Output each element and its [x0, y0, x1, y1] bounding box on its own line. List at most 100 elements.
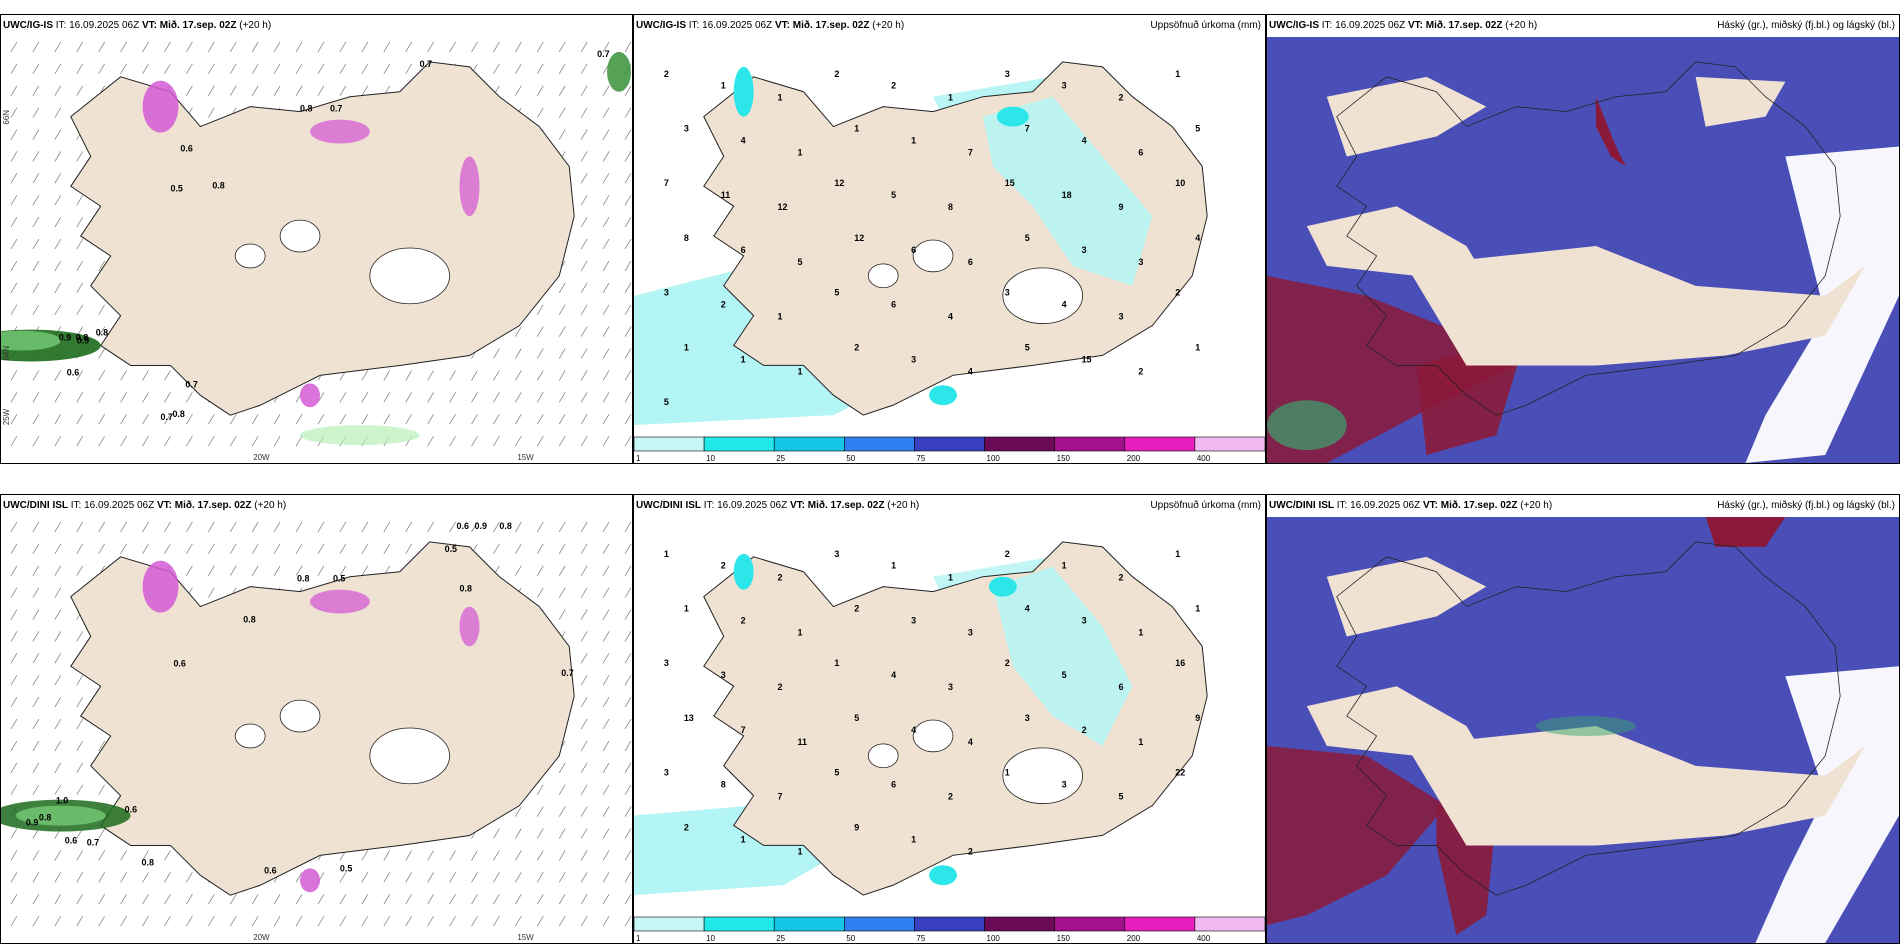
wind-barb	[515, 63, 522, 75]
wind-barb	[493, 872, 500, 883]
wind-barb	[10, 151, 18, 162]
wind-barb	[76, 675, 84, 686]
precip-value: 1	[1175, 69, 1180, 79]
wind-barb	[537, 414, 544, 425]
wind-barb	[558, 587, 566, 598]
wind-barb	[624, 326, 632, 337]
wind-barb	[624, 740, 632, 752]
value-label: 0.8	[39, 813, 51, 823]
wind-barb	[32, 195, 40, 206]
wind-barb	[493, 348, 500, 359]
precip-value: 9	[854, 822, 859, 832]
precip-value: 3	[684, 124, 689, 134]
wind-barb	[580, 521, 588, 533]
wind-barb	[295, 85, 303, 96]
wind-barb	[515, 85, 522, 96]
precip-value: 2	[854, 604, 859, 614]
precip-value: 3	[1062, 780, 1067, 790]
wind-barb	[54, 521, 62, 533]
wind-barb	[76, 784, 84, 795]
wind-barb	[10, 828, 18, 839]
wind-barb	[229, 915, 237, 927]
wind-barb	[98, 260, 105, 272]
wind-barb	[493, 828, 500, 839]
wind-barb	[580, 894, 588, 905]
wind-barb	[142, 915, 149, 927]
wind-barb	[537, 107, 544, 118]
precip-value: 3	[721, 670, 726, 680]
wind-barb	[120, 41, 127, 53]
wind-barb	[580, 238, 588, 250]
wind-barb	[471, 894, 478, 905]
wind-barb	[602, 216, 610, 228]
precip-value: 8	[721, 780, 726, 790]
wind-barb	[537, 304, 544, 315]
colorbar-segment	[1124, 916, 1196, 932]
wind-barb	[602, 521, 610, 533]
wind-barb	[537, 915, 544, 927]
wind-barb	[580, 63, 588, 75]
wind-barb	[142, 850, 149, 861]
wind-barb	[405, 414, 412, 425]
wind-barb	[515, 894, 522, 905]
wind-barb	[624, 675, 632, 686]
wind-barb	[251, 543, 259, 555]
precip-value: 6	[891, 300, 896, 310]
wind-barb	[273, 521, 281, 533]
wind-barb	[54, 872, 62, 883]
colorbar-segment	[1194, 436, 1265, 452]
wind-barb	[295, 435, 303, 447]
wind-barb	[624, 521, 632, 533]
wind-barb	[624, 392, 632, 403]
wind-barb	[558, 41, 566, 53]
wind-barb	[251, 435, 259, 447]
wind-barb	[76, 521, 84, 533]
wind-barb	[164, 872, 171, 883]
precip-value: 11	[797, 737, 806, 747]
precip-value: 1	[741, 834, 746, 844]
wind-barb	[208, 41, 215, 53]
wind-barb	[558, 850, 566, 861]
wind-barb	[10, 872, 18, 883]
wind-barb	[580, 631, 588, 642]
wind-barb	[54, 304, 62, 315]
wind-barb	[54, 653, 62, 664]
precip-value: 2	[891, 81, 896, 91]
value-label: 0.8	[300, 104, 312, 114]
wind-barb	[515, 392, 522, 403]
wind-barb	[76, 414, 84, 425]
wind-barb	[54, 718, 62, 730]
precip-value: 4	[741, 135, 746, 145]
precip-map: 2 1 1 2 2 1 3 3 2 1 3 4 1 1 1 7 7 4 6 5 7 11 12 12 5 8 15 18 9 10 8 6 5 1…	[634, 37, 1265, 435]
precip-value: 2	[778, 573, 783, 583]
colorbar-tick: 150	[1057, 454, 1071, 463]
precip-value: 6	[741, 245, 746, 255]
precip-value: 1	[1138, 627, 1143, 637]
wind-barb	[32, 63, 40, 75]
wind-barb	[164, 63, 171, 75]
value-label: 0.9	[77, 336, 89, 346]
wind-barb	[98, 521, 105, 533]
colorbar: 1 10 25 50 75 100 150 200 400	[634, 435, 1265, 463]
colorbar-tick: 75	[916, 454, 925, 463]
colorbar-tick: 75	[916, 934, 925, 943]
wind-barb	[515, 521, 522, 533]
wind-barb	[624, 609, 632, 620]
colorbar-segment	[703, 916, 775, 932]
wind-barb	[32, 653, 40, 664]
precip-value: 3	[834, 549, 839, 559]
wind-barb	[32, 894, 40, 905]
panel-dini-clouds: UWC/DINI ISL IT: 16.09.2025 06Z VT: Mið.…	[1266, 494, 1900, 944]
wind-barb	[317, 915, 325, 927]
wind-barb	[54, 784, 62, 795]
wind-barb	[361, 543, 369, 555]
precip-value: 3	[664, 658, 669, 668]
colorbar-segment	[984, 436, 1055, 452]
wind-barb	[142, 370, 149, 381]
wind-barb	[427, 521, 434, 533]
wind-barb	[449, 41, 456, 53]
precip-value: 12	[854, 233, 864, 243]
wind-barb	[273, 543, 281, 555]
wind-barb	[10, 216, 18, 228]
precip-value: 3	[664, 288, 669, 298]
